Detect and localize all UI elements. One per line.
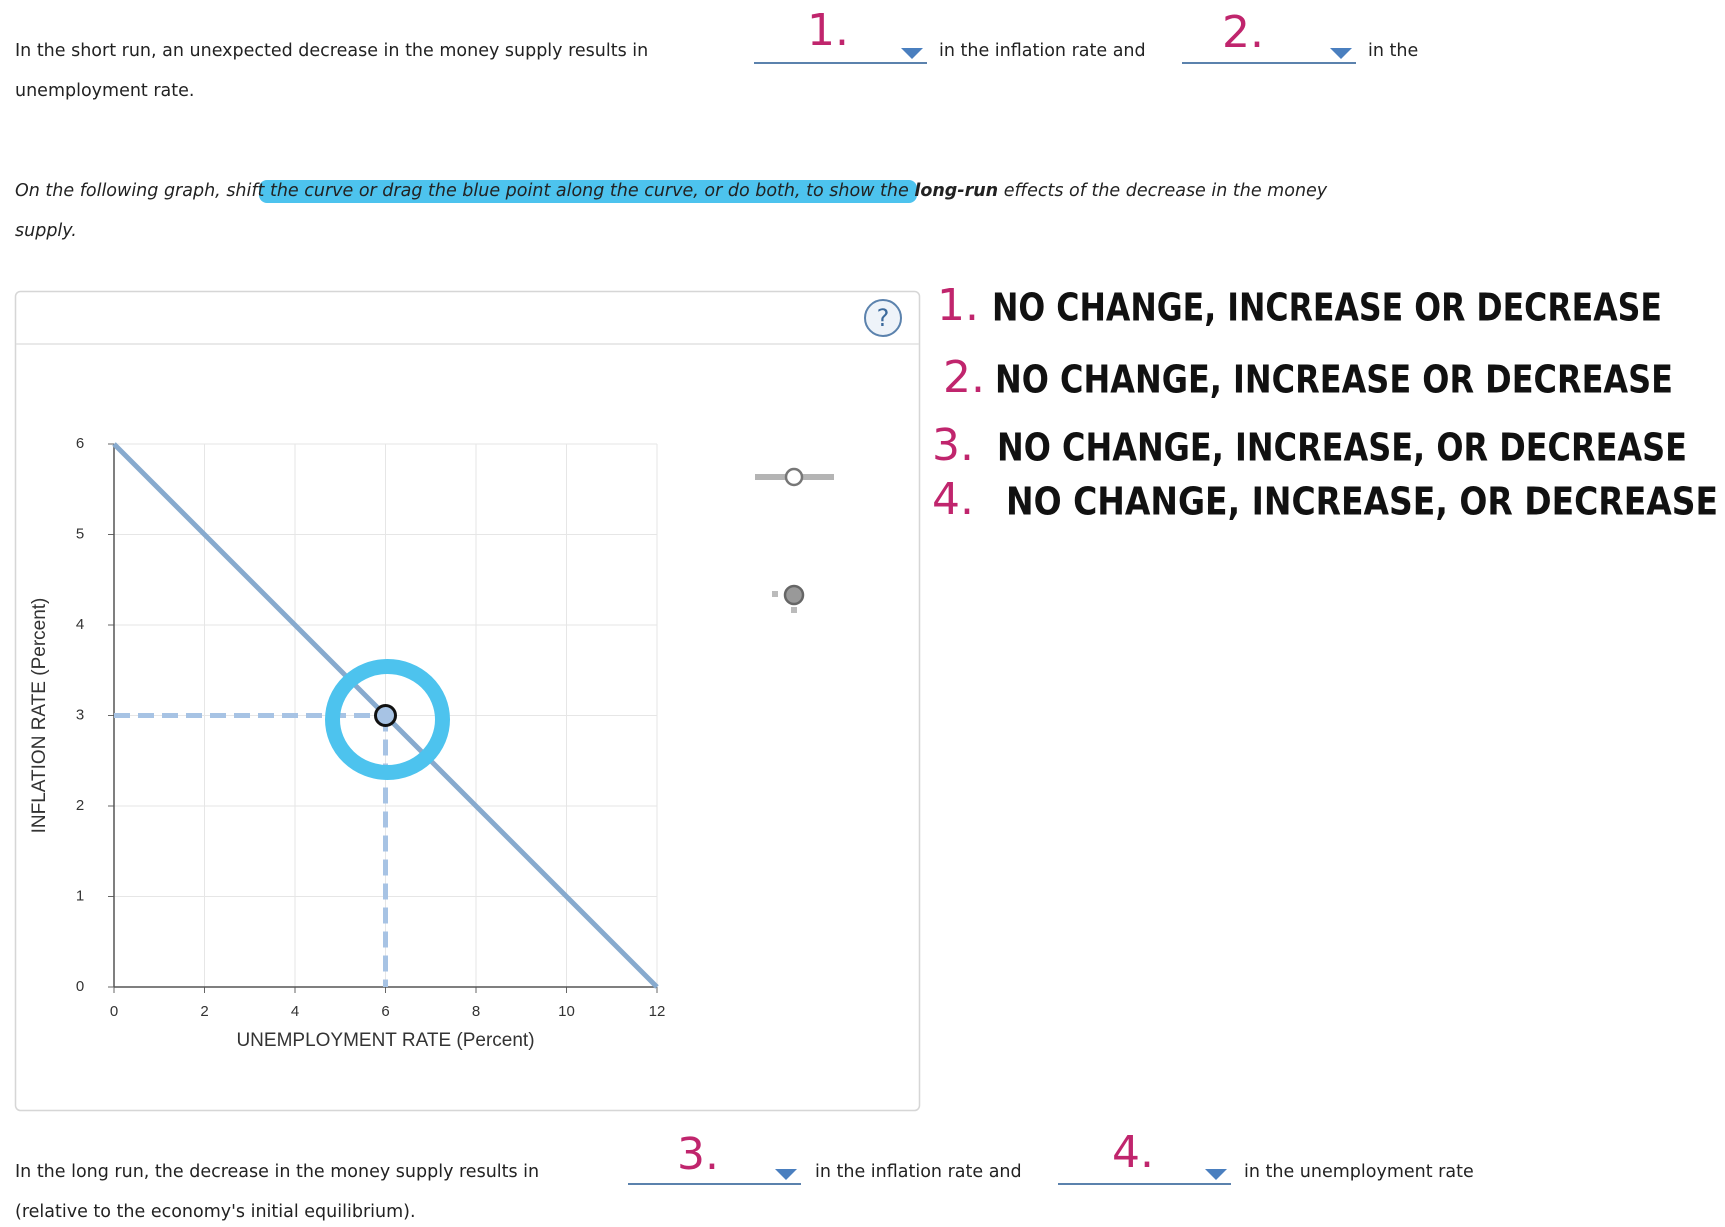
graph-panel bbox=[14, 290, 921, 1112]
y-tick-label: 3 bbox=[76, 706, 84, 723]
question-text: In the short run, an unexpected decrease… bbox=[15, 41, 648, 61]
y-tick-label: 1 bbox=[76, 887, 84, 904]
y-axis-label: INFLATION RATE (Percent) bbox=[29, 598, 50, 834]
annotation-number: 1. bbox=[937, 280, 979, 331]
annotation-number: 3. bbox=[932, 420, 974, 471]
point-tool-handle[interactable] bbox=[783, 584, 805, 606]
dropdown-arrow[interactable] bbox=[775, 1169, 797, 1180]
instruction: supply. bbox=[15, 221, 77, 241]
instruction-highlight: shift the curve or drag the blue point a… bbox=[226, 181, 795, 201]
help-text[interactable]: ? bbox=[877, 304, 890, 332]
instruction-tail: effects of the decrease in the money bbox=[998, 181, 1328, 201]
annotation-text: NO CHANGE, INCREASE, OR DECREASE bbox=[1006, 480, 1718, 524]
y-tick-label: 5 bbox=[76, 525, 84, 542]
question-text: in the unemployment rate bbox=[1244, 1162, 1474, 1182]
annotation-text: NO CHANGE, INCREASE OR DECREASE bbox=[992, 286, 1662, 330]
equilibrium-point[interactable] bbox=[374, 704, 397, 727]
dropdown-arrow[interactable] bbox=[901, 48, 923, 59]
dropdown[interactable]: 1. bbox=[754, 5, 927, 64]
dropdown[interactable]: 2. bbox=[1182, 7, 1356, 64]
x-tick-label: 2 bbox=[200, 1003, 208, 1020]
x-tick-label: 12 bbox=[649, 1003, 666, 1020]
x-tick-label: 10 bbox=[558, 1003, 575, 1020]
help-button[interactable]: ? bbox=[864, 299, 902, 337]
point-tool[interactable] bbox=[772, 584, 805, 613]
y-tick-label: 6 bbox=[76, 435, 84, 452]
annotation-number: 4. bbox=[932, 474, 974, 525]
instruction: On the following graph, shift the curve … bbox=[15, 181, 1328, 201]
y-tick-label: 4 bbox=[76, 616, 84, 633]
dropdown-choice[interactable]: 1. bbox=[807, 5, 849, 56]
y-tick-label: 2 bbox=[76, 797, 84, 814]
x-tick-label: 0 bbox=[110, 1003, 118, 1020]
question-text: In the long run, the decrease in the mon… bbox=[15, 1162, 539, 1182]
annotation-text: NO CHANGE, INCREASE OR DECREASE bbox=[995, 358, 1673, 402]
question-text: unemployment rate. bbox=[15, 81, 194, 101]
dropdown-choice[interactable]: 4. bbox=[1112, 1127, 1154, 1178]
scribble-circle bbox=[325, 659, 450, 780]
dropdown[interactable]: 3. bbox=[628, 1129, 801, 1185]
dropdown[interactable]: 4. bbox=[1058, 1127, 1231, 1185]
annotation-text: NO CHANGE, INCREASE, OR DECREASE bbox=[997, 426, 1687, 470]
question-text: in the inflation rate and bbox=[939, 41, 1146, 61]
instruction-lead: On the following graph, bbox=[15, 181, 226, 201]
instruction-mid: , to show the bbox=[795, 181, 914, 201]
x-tick-label: 6 bbox=[381, 1003, 389, 1020]
point-tool-dot[interactable] bbox=[772, 591, 778, 597]
line-tool-handle[interactable] bbox=[784, 467, 804, 487]
highlighter bbox=[259, 180, 917, 203]
question-text: in the bbox=[1368, 41, 1418, 61]
x-axis-label: UNEMPLOYMENT RATE (Percent) bbox=[236, 1030, 534, 1051]
y-tick-label: 0 bbox=[76, 978, 84, 995]
question-text: in the inflation rate and bbox=[815, 1162, 1022, 1182]
instruction-bold: long-run bbox=[914, 181, 998, 201]
point-tool-dot[interactable] bbox=[791, 607, 797, 613]
dropdown-choice[interactable]: 3. bbox=[677, 1129, 719, 1180]
dropdown-arrow[interactable] bbox=[1205, 1169, 1227, 1180]
x-tick-label: 4 bbox=[291, 1003, 299, 1020]
dropdown-choice[interactable]: 2. bbox=[1222, 7, 1264, 58]
x-tick-label: 8 bbox=[472, 1003, 480, 1020]
help-circle[interactable] bbox=[864, 299, 902, 337]
dropdown-arrow[interactable] bbox=[1330, 48, 1352, 59]
annotation-number: 2. bbox=[943, 352, 985, 403]
line-tool[interactable] bbox=[755, 467, 834, 487]
question-text: (relative to the economy's initial equil… bbox=[15, 1202, 416, 1222]
